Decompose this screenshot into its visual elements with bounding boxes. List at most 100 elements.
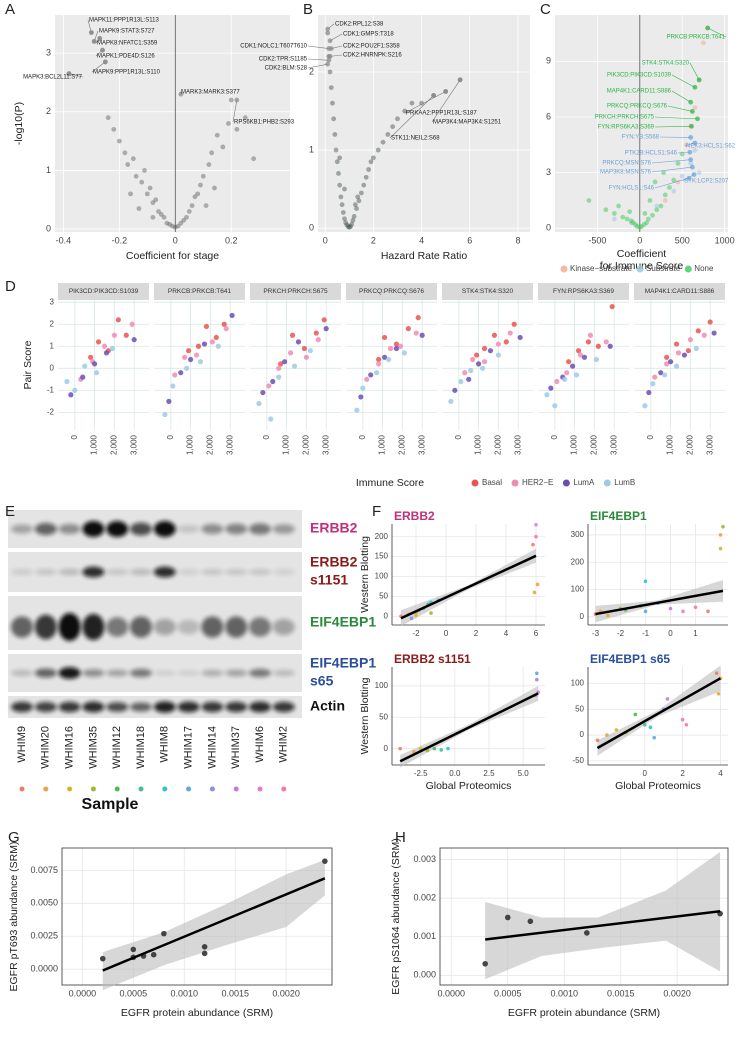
- annotation-leader: [707, 27, 727, 38]
- point: [328, 85, 334, 90]
- strip-title: FYN:RPS6KA3:S369: [553, 288, 614, 295]
- x-axis-title: Hazard Rate Ratio: [381, 250, 468, 262]
- blot-band: [34, 614, 57, 640]
- point: [342, 216, 347, 222]
- point: [395, 116, 400, 122]
- blot-band: [106, 617, 129, 637]
- panel-letter: F: [372, 503, 381, 520]
- point: [313, 330, 319, 336]
- point: [679, 173, 685, 179]
- blot-band: [201, 701, 224, 713]
- point: [336, 171, 341, 176]
- sample-label: WHIM8: [159, 726, 171, 763]
- sample-dot: [90, 786, 96, 792]
- point: [354, 407, 360, 413]
- annotated-point: [686, 175, 692, 181]
- annotation: MAPK9:PPP1R13L:S110: [93, 70, 161, 76]
- x-tick-label: 0: [637, 235, 642, 245]
- point: [201, 943, 208, 950]
- point: [681, 352, 688, 358]
- blot-band: [225, 669, 248, 677]
- blot-band: [272, 701, 295, 713]
- strip: [442, 283, 533, 300]
- legend-label: Basal: [482, 478, 502, 487]
- fit-line: [595, 589, 724, 616]
- x-tick-label: 4: [718, 769, 723, 778]
- blot-band: [11, 616, 33, 638]
- sample-label: WHIM9: [16, 726, 28, 763]
- annotated-point: [443, 89, 449, 94]
- point: [575, 348, 582, 354]
- y-tick-label: -1: [47, 385, 55, 394]
- annotation: CDK2:BLM:S28: [265, 66, 308, 72]
- x-tick-label: 0.0000: [69, 988, 97, 998]
- x-tick-label: 0: [70, 434, 79, 439]
- y-tick-label: 2: [46, 106, 51, 116]
- point: [123, 332, 129, 338]
- annotated-point: [696, 77, 702, 83]
- x-tick-label: 0.0015: [221, 988, 249, 998]
- x-tick-label: 8: [515, 235, 520, 245]
- y-tick-label: 100: [375, 681, 389, 690]
- point: [585, 339, 592, 345]
- annotated-point: [327, 38, 333, 44]
- annotated-point: [88, 30, 94, 35]
- y-tick-label: 0.0050: [30, 898, 58, 908]
- y-tick-label: 0: [384, 744, 389, 753]
- point: [184, 214, 189, 220]
- point: [534, 522, 538, 527]
- panel-title: EIF4EBP1 s65: [590, 652, 670, 666]
- y-tick-label: 3: [46, 47, 51, 57]
- point: [642, 211, 648, 216]
- annotated-point: [688, 157, 694, 163]
- point: [158, 212, 164, 217]
- point: [209, 339, 215, 345]
- point: [607, 343, 613, 349]
- point: [620, 214, 626, 220]
- point: [162, 411, 168, 418]
- point: [129, 321, 135, 327]
- y-tick-label: 9: [546, 56, 551, 66]
- point: [481, 345, 488, 352]
- annotated-point: [178, 91, 184, 97]
- point: [667, 185, 672, 190]
- point: [166, 398, 172, 404]
- legend-swatch: [603, 479, 611, 487]
- point: [548, 385, 554, 391]
- point: [363, 174, 369, 180]
- blot-band: [201, 569, 224, 575]
- blot-band: [82, 521, 105, 537]
- annotation: MAP4K1:CARD11:S886: [607, 89, 672, 95]
- point: [147, 185, 153, 191]
- blot-band: [272, 524, 295, 534]
- point: [654, 203, 660, 209]
- point: [375, 147, 381, 153]
- point: [664, 354, 670, 360]
- annotation: CDK1:GMPS:T318: [343, 32, 394, 38]
- point: [307, 348, 313, 354]
- annotation: MAP3K4:MAP3K4:S1251: [433, 120, 502, 126]
- annotation-leader: [654, 125, 692, 128]
- point: [125, 162, 131, 167]
- point: [287, 350, 294, 356]
- point: [673, 363, 680, 369]
- strip: [58, 283, 149, 300]
- annotation-leader: [651, 166, 693, 173]
- point: [643, 579, 648, 584]
- point: [187, 356, 194, 363]
- point: [356, 198, 362, 204]
- legend-label: Substrate: [646, 264, 681, 273]
- point: [481, 359, 488, 365]
- point: [646, 389, 652, 396]
- point: [360, 385, 366, 391]
- x-tick-label: 6: [467, 235, 472, 245]
- point: [242, 115, 248, 121]
- x-axis-title: Global Proteomics: [615, 780, 701, 792]
- blot-band: [106, 702, 129, 712]
- annotated-point: [692, 84, 698, 90]
- strip: [538, 283, 629, 300]
- y-tick-label: 200: [571, 557, 585, 566]
- sample-dot: [138, 786, 144, 792]
- x-tick-label: 0.0000: [438, 988, 466, 998]
- annotation: MAPK11:PPP1R13L:S113: [89, 18, 159, 24]
